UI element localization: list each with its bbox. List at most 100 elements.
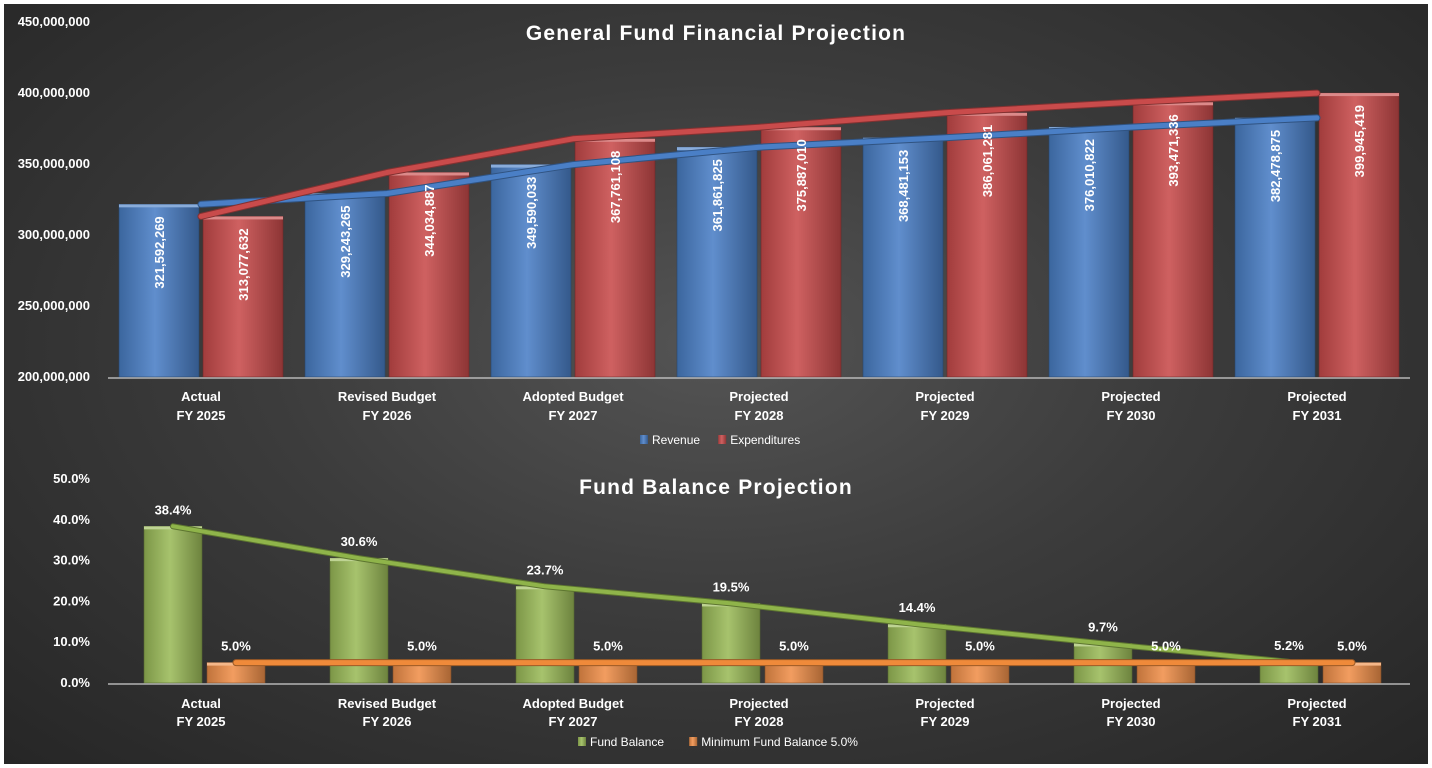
financial-x-tick-label: Projected xyxy=(729,389,788,404)
fund-balance-x-tick-label: FY 2028 xyxy=(735,714,784,729)
financial-expenditures-bar xyxy=(1132,101,1214,378)
fund-balance-fund-balance-line xyxy=(171,524,1291,664)
chart-panel: General Fund Financial Projection 200,00… xyxy=(4,4,1428,764)
fund-balance-x-tick-label: FY 2031 xyxy=(1293,714,1342,729)
financial-data-label: 368,481,153 xyxy=(896,150,911,222)
fund-balance-y-tick-label: 50.0% xyxy=(53,471,90,486)
financial-bar-top-highlight xyxy=(491,164,571,168)
fund-balance-x-tick-label: FY 2026 xyxy=(363,714,412,729)
financial-x-tick-label: FY 2025 xyxy=(177,408,226,423)
fund-balance-data-label: 19.5% xyxy=(713,579,750,594)
financial-data-label: 376,010,822 xyxy=(1082,139,1097,211)
financial-x-tick-label: Adopted Budget xyxy=(522,389,624,404)
fund-balance-x-tick-label: FY 2025 xyxy=(177,714,226,729)
financial-revenue-bar xyxy=(490,164,572,378)
financial-data-label: 386,061,281 xyxy=(980,125,995,197)
financial-data-label: 361,861,825 xyxy=(710,159,725,231)
financial-legend-label: Revenue xyxy=(652,433,700,447)
fund-balance-x-tick-label: Projected xyxy=(1101,696,1160,711)
financial-data-label: 399,945,419 xyxy=(1352,105,1367,177)
financial-bar-top-highlight xyxy=(203,216,283,220)
fund-balance-data-label: 5.0% xyxy=(1151,639,1181,654)
chart-canvas: General Fund Financial Projection 200,00… xyxy=(18,14,1410,749)
fund-balance-title: Fund Balance Projection xyxy=(579,476,853,499)
financial-revenue-line xyxy=(198,115,1320,207)
financial-projection-chart: General Fund Financial Projection 200,00… xyxy=(18,14,1410,447)
financial-x-tick-label: Revised Budget xyxy=(338,389,437,404)
fund-balance-x-tick-label: Projected xyxy=(729,696,788,711)
financial-expenditures-bar xyxy=(1318,92,1400,378)
fund-balance-data-label: 5.0% xyxy=(407,639,437,654)
financial-revenue-bar xyxy=(1048,126,1130,378)
fund-balance-y-tick-label: 0.0% xyxy=(60,675,90,690)
financial-expenditures-bar xyxy=(946,112,1028,378)
financial-data-label: 349,590,033 xyxy=(524,177,539,249)
fund-balance-data-label: 5.0% xyxy=(221,639,251,654)
fund-balance-y-tick-label: 20.0% xyxy=(53,593,90,608)
fund-balance-x-tick-label: FY 2029 xyxy=(921,714,970,729)
fund-balance-y-tick-label: 30.0% xyxy=(53,553,90,568)
financial-x-tick-label: FY 2029 xyxy=(921,408,970,423)
financial-x-tick-label: FY 2026 xyxy=(363,408,412,423)
financial-y-tick-label: 400,000,000 xyxy=(18,85,90,100)
fund-balance-data-label: 38.4% xyxy=(155,502,192,517)
fund-balance-x-tick-label: FY 2027 xyxy=(549,714,598,729)
fund-balance-data-label: 5.0% xyxy=(1337,639,1367,654)
financial-x-tick-label: FY 2028 xyxy=(735,408,784,423)
fund-balance-x-tick-label: Adopted Budget xyxy=(522,696,624,711)
fund-balance-y-tick-label: 40.0% xyxy=(53,512,90,527)
fund-balance-data-label: 14.4% xyxy=(899,600,936,615)
fund-balance-fund-balance-bar xyxy=(701,603,761,684)
financial-y-tick-label: 300,000,000 xyxy=(18,227,90,242)
financial-x-tick-label: Projected xyxy=(1101,389,1160,404)
financial-expenditures-bar xyxy=(388,172,470,378)
financial-bar-top-highlight xyxy=(761,127,841,131)
financial-y-tick-label: 450,000,000 xyxy=(18,14,90,29)
financial-data-label: 375,887,010 xyxy=(794,139,809,211)
financial-expenditures-bar xyxy=(574,138,656,378)
fund-balance-x-tick-label: FY 2030 xyxy=(1107,714,1156,729)
financial-legend-swatch xyxy=(718,435,727,444)
financial-revenue-bar xyxy=(118,204,200,378)
financial-y-tick-label: 350,000,000 xyxy=(18,156,90,171)
fund-balance-data-label: 5.0% xyxy=(593,639,623,654)
financial-expenditures-line xyxy=(198,90,1320,219)
fund-balance-data-label: 5.0% xyxy=(779,639,809,654)
financial-projection-title: General Fund Financial Projection xyxy=(526,22,906,45)
financial-bar-top-highlight xyxy=(119,204,199,208)
financial-data-label: 367,761,108 xyxy=(608,151,623,223)
financial-bar-top-highlight xyxy=(947,112,1027,116)
fund-balance-fund-balance-bar xyxy=(887,623,947,684)
financial-x-tick-label: FY 2027 xyxy=(549,408,598,423)
financial-bar-top-highlight xyxy=(1133,102,1213,106)
fund-balance-data-label: 23.7% xyxy=(527,562,564,577)
fund-balance-y-tick-label: 10.0% xyxy=(53,634,90,649)
financial-bar-top-highlight xyxy=(389,172,469,176)
fund-balance-x-tick-label: Projected xyxy=(915,696,974,711)
financial-bar-top-highlight xyxy=(1319,93,1399,97)
financial-x-tick-label: FY 2031 xyxy=(1293,408,1342,423)
fund-balance-x-tick-label: Revised Budget xyxy=(338,696,437,711)
fund-balance-fund-balance-bar xyxy=(515,586,575,684)
financial-bar-top-highlight xyxy=(575,138,655,142)
fund-balance-chart: Fund Balance Projection 0.0% 10.0% 20.0% 30… xyxy=(53,471,1410,749)
financial-expenditures-bar xyxy=(760,126,842,378)
fund-balance-legend-label: Fund Balance xyxy=(590,735,664,749)
financial-x-tick-label: Actual xyxy=(181,389,221,404)
fund-balance-legend-label: Minimum Fund Balance 5.0% xyxy=(701,735,858,749)
financial-data-label: 313,077,632 xyxy=(236,228,251,300)
fund-balance-data-label: 9.7% xyxy=(1088,619,1118,634)
financial-revenue-bar xyxy=(1234,117,1316,378)
fund-balance-data-label: 30.6% xyxy=(341,534,378,549)
financial-data-label: 382,478,875 xyxy=(1268,130,1283,202)
financial-legend-label: Expenditures xyxy=(730,433,800,447)
financial-revenue-bar xyxy=(304,193,386,378)
fund-balance-x-tick-label: Projected xyxy=(1287,696,1346,711)
fund-balance-data-label: 5.2% xyxy=(1274,638,1304,653)
financial-x-tick-label: FY 2030 xyxy=(1107,408,1156,423)
financial-revenue-bar xyxy=(676,146,758,378)
financial-data-label: 321,592,269 xyxy=(152,216,167,288)
financial-expenditures-bar xyxy=(202,216,284,378)
financial-y-tick-label: 200,000,000 xyxy=(18,369,90,384)
financial-x-tick-label: Projected xyxy=(915,389,974,404)
